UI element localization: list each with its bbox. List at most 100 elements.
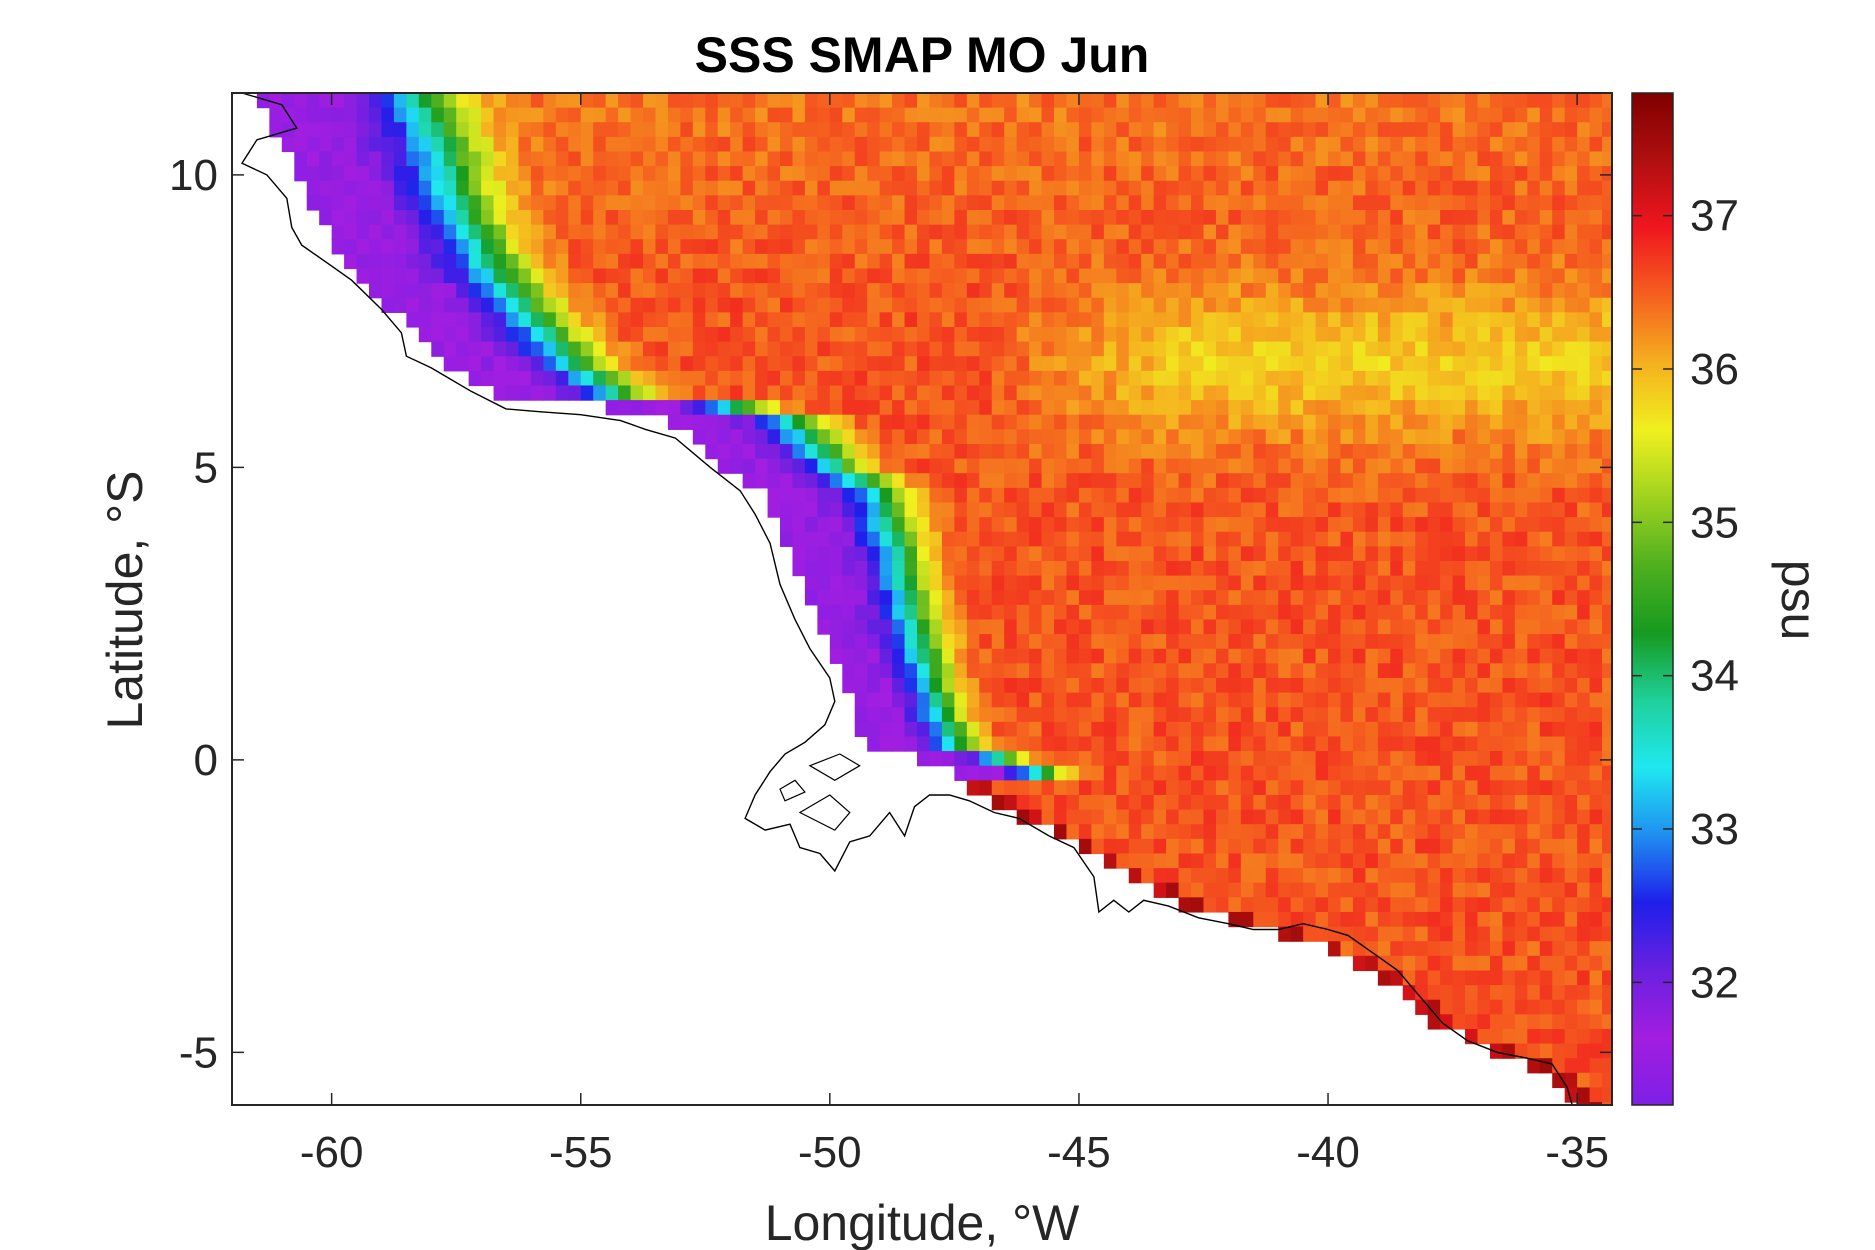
sss-cell [1352, 590, 1366, 606]
sss-cell [1415, 868, 1429, 884]
sss-cell [817, 195, 831, 211]
sss-cell [1004, 721, 1018, 738]
sss-cell [904, 531, 918, 547]
sss-cell [1352, 166, 1366, 182]
sss-cell [1577, 1102, 1591, 1105]
sss-cell [854, 297, 868, 313]
sss-cell [966, 692, 980, 708]
sss-cell [418, 107, 432, 123]
sss-cell [418, 195, 432, 211]
sss-cell [443, 224, 457, 240]
sss-cell [1240, 166, 1254, 182]
sss-cell [1440, 663, 1454, 679]
sss-cell [1203, 765, 1217, 781]
sss-cell [1502, 414, 1516, 430]
sss-cell [1303, 326, 1317, 343]
sss-cell [1103, 707, 1117, 723]
sss-cell [829, 253, 843, 270]
sss-cell [966, 297, 980, 313]
sss-cell [1440, 838, 1454, 855]
sss-cell [904, 370, 918, 387]
coastline-path [240, 93, 1573, 1105]
sss-cell [1527, 911, 1541, 928]
sss-cell [1402, 429, 1416, 445]
sss-cell [1589, 268, 1603, 284]
sss-cell [1340, 838, 1354, 855]
sss-cell [1328, 853, 1342, 869]
sss-cell [917, 677, 931, 694]
sss-cell [518, 93, 532, 109]
sss-cell [917, 502, 931, 518]
sss-cell [1352, 195, 1366, 211]
sss-cell [742, 209, 756, 226]
sss-cell [1465, 868, 1479, 884]
sss-cell [717, 224, 731, 240]
sss-cell [1228, 239, 1242, 255]
sss-cell [1328, 195, 1342, 211]
sss-cell [1265, 283, 1279, 299]
sss-cell [1539, 634, 1553, 650]
sss-cell [1539, 765, 1553, 781]
sss-cell [1128, 312, 1142, 328]
sss-cell [966, 560, 980, 577]
sss-cell [1054, 253, 1068, 270]
sss-cell [1016, 297, 1030, 313]
sss-cell [780, 107, 794, 123]
sss-cell [1116, 634, 1130, 650]
sss-cell [1552, 590, 1566, 606]
sss-cell [1128, 502, 1142, 518]
sss-cell [1203, 868, 1217, 884]
sss-cell [1253, 911, 1267, 928]
sss-cell [966, 224, 980, 240]
sss-cell [1602, 911, 1612, 928]
sss-cell [1191, 326, 1205, 343]
sss-cell [1240, 107, 1254, 123]
sss-cell [1290, 429, 1304, 445]
sss-cell [1253, 414, 1267, 430]
sss-cell [717, 429, 731, 445]
sss-cell [1004, 312, 1018, 328]
sss-cell [817, 575, 831, 591]
sss-cell [1589, 1087, 1603, 1103]
sss-cell [1527, 1028, 1541, 1045]
sss-cell [1228, 458, 1242, 474]
sss-cell [1552, 648, 1566, 664]
sss-cell [1290, 634, 1304, 650]
sss-cell [917, 297, 931, 313]
sss-cell [443, 195, 457, 211]
sss-cell [817, 122, 831, 138]
sss-cell [842, 107, 856, 123]
sss-cell [966, 721, 980, 738]
sss-cell [1253, 239, 1267, 255]
sss-cell [481, 370, 495, 387]
sss-cell [1228, 765, 1242, 781]
sss-cell [792, 531, 806, 547]
sss-cell [1054, 429, 1068, 445]
sss-cell [1016, 268, 1030, 284]
sss-cell [1377, 794, 1391, 811]
sss-cell [829, 122, 843, 138]
sss-cell [530, 356, 544, 372]
sss-cell [1141, 677, 1155, 694]
sss-cell [755, 122, 769, 138]
sss-cell [1215, 93, 1229, 109]
sss-cell [1278, 253, 1292, 270]
sss-cell [854, 224, 868, 240]
sss-cell [1004, 136, 1018, 153]
sss-cell [493, 166, 507, 182]
sss-cell [717, 239, 731, 255]
sss-cell [1602, 970, 1612, 986]
sss-cell [892, 136, 906, 153]
sss-cell [1029, 677, 1043, 694]
sss-cell [917, 283, 931, 299]
sss-cell [1328, 93, 1342, 109]
sss-cell [1203, 780, 1217, 796]
sss-cell [1552, 326, 1566, 343]
sss-cell [1066, 619, 1080, 635]
sss-cell [1415, 151, 1429, 167]
sss-cell [1365, 897, 1379, 913]
sss-cell [1477, 502, 1491, 518]
sss-cell [1128, 590, 1142, 606]
sss-cell [1602, 1087, 1612, 1103]
sss-cell [456, 356, 470, 372]
